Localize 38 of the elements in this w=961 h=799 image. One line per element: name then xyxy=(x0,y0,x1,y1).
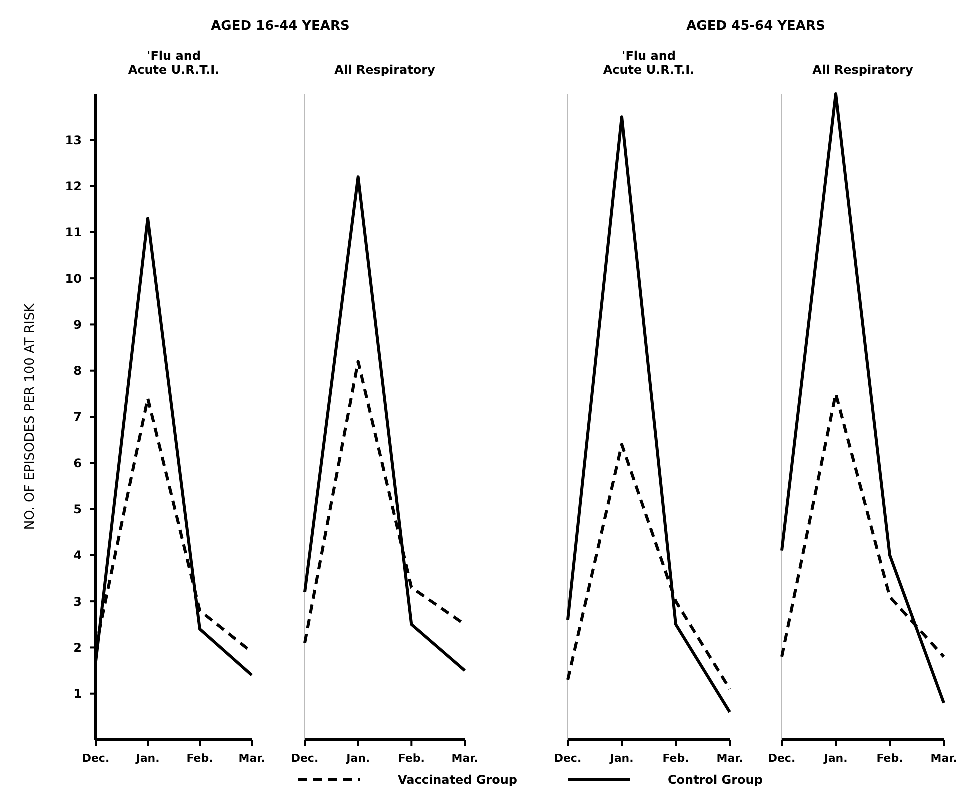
y-tick-label: 12 xyxy=(65,179,82,194)
x-tick-label: Dec. xyxy=(291,752,319,765)
x-tick-label: Mar. xyxy=(930,752,958,765)
x-tick-label: Feb. xyxy=(398,752,425,765)
y-tick-label: 8 xyxy=(74,364,82,378)
x-tick-label: Jan. xyxy=(609,752,634,765)
text: AGED 16-44 YEARS xyxy=(211,19,350,34)
chart-subtitle: All Respiratory xyxy=(812,63,914,77)
y-tick-label: 2 xyxy=(74,640,82,655)
y-tick-label: 3 xyxy=(74,594,82,609)
x-tick-label: Feb. xyxy=(186,752,214,765)
x-tick-label: Jan. xyxy=(135,752,160,765)
x-tick-label: Dec. xyxy=(768,752,796,765)
chart-subtitle: 'Flu and Acute U.R.T.I. xyxy=(603,49,695,77)
x-tick-label: Jan. xyxy=(346,752,370,765)
x-tick-label: Feb. xyxy=(876,752,904,765)
y-tick-label: 13 xyxy=(65,133,82,148)
y-axis-title: NO. OF EPISODES PER 100 AT RISK xyxy=(23,303,38,530)
text: Control Group xyxy=(668,773,764,787)
y-tick-label: 1 xyxy=(74,687,82,702)
x-tick-label: Mar. xyxy=(452,752,478,765)
x-tick-label: Mar. xyxy=(716,752,744,765)
x-tick-label: Feb. xyxy=(662,752,690,765)
x-tick-label: Dec. xyxy=(554,752,582,765)
y-tick-label: 5 xyxy=(74,502,82,516)
x-tick-label: Mar. xyxy=(238,752,266,765)
y-tick-label: 6 xyxy=(74,456,82,470)
text: Vaccinated Group xyxy=(398,773,518,787)
x-tick-label: Jan. xyxy=(823,752,848,765)
y-tick-label: 11 xyxy=(65,226,82,240)
y-tick-label: 10 xyxy=(65,272,82,286)
chart-subtitle: 'Flu and Acute U.R.T.I. xyxy=(128,49,220,77)
y-tick-label: 4 xyxy=(74,548,82,563)
chart-subtitle: All Respiratory xyxy=(334,63,436,77)
y-tick-label: 9 xyxy=(74,318,82,332)
y-tick-label: 7 xyxy=(74,410,82,424)
x-tick-label: Dec. xyxy=(82,752,110,765)
text: AGED 45-64 YEARS xyxy=(686,19,826,34)
